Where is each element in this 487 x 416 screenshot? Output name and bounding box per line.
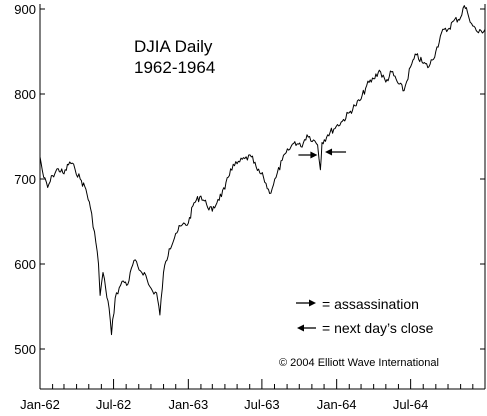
x-axis-ticks: Jan-62 Jul-62 Jan-63 Jul-63 Jan-64 Jul-64	[20, 379, 474, 412]
copyright-text: © 2004 Elliott Wave International	[279, 357, 439, 369]
chart-title: DJIA Daily	[134, 37, 213, 56]
legend-assassination-label: = assassination	[322, 296, 419, 312]
x-tick-label: Jul-62	[96, 397, 131, 412]
legend: = assassination = next day’s close	[296, 296, 434, 336]
y-tick-label: 600	[14, 257, 36, 272]
x-tick-label: Jul-63	[244, 397, 279, 412]
y-tick-label: 800	[14, 87, 36, 102]
chart-subtitle: 1962-1964	[134, 58, 215, 77]
x-tick-label: Jan-62	[20, 397, 60, 412]
x-tick-label: Jul-64	[393, 397, 428, 412]
legend-next-day-label: = next day’s close	[322, 320, 434, 336]
legend-right-arrow-icon	[296, 299, 316, 307]
x-tick-label: Jan-64	[317, 397, 357, 412]
y-tick-label: 900	[14, 2, 36, 17]
y-axis-ticks: 500 600 700 800 900	[14, 2, 485, 357]
legend-left-arrow-icon	[297, 324, 316, 332]
event-markers	[298, 148, 347, 159]
djia-series-line	[39, 5, 486, 336]
assassination-arrow-icon	[310, 151, 318, 159]
y-tick-label: 700	[14, 172, 36, 187]
series-group	[39, 5, 486, 336]
x-tick-label: Jan-63	[168, 397, 208, 412]
next-day-arrow-icon	[325, 148, 333, 156]
y-tick-label: 500	[14, 342, 36, 357]
